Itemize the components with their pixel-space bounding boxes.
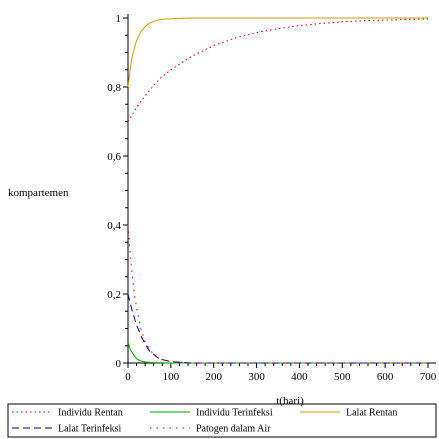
legend-box — [7, 403, 437, 438]
y-axis-title: kompartemen — [8, 187, 69, 199]
x-tick-label: 300 — [248, 371, 265, 383]
y-tick-label: 0,6 — [107, 151, 121, 163]
y-tick-label: 0 — [116, 358, 122, 370]
x-axis-title: t(hari) — [276, 395, 304, 407]
x-tick-label: 400 — [291, 371, 308, 383]
legend: Individu Rentan Individu Terinfeksi Lalat … — [7, 403, 437, 438]
legend-label: Lalat Rentan — [346, 408, 397, 419]
series-line-0 — [127, 18, 429, 122]
series-line-1 — [127, 342, 428, 364]
x-tick-label: 600 — [377, 371, 394, 383]
series-line-2 — [127, 17, 428, 88]
x-tick-label: 500 — [334, 371, 351, 383]
y-axis: 0 0,2 0,4 0,6 0,8 1 — [107, 13, 129, 370]
y-tick-label: 0,4 — [107, 220, 121, 232]
plot-lines — [127, 17, 429, 364]
x-tick-label: 700 — [420, 371, 437, 383]
y-tick-label: 0,2 — [107, 289, 121, 301]
series-line-4 — [127, 224, 428, 364]
legend-label: Individu Terinfeksi — [196, 408, 273, 419]
x-tick-label: 200 — [205, 371, 222, 383]
x-tick-label: 100 — [163, 371, 180, 383]
legend-label: Lalat Terinfeksi — [58, 424, 121, 435]
y-tick-label: 0,8 — [107, 82, 121, 94]
legend-label: Individu Rentan — [58, 408, 123, 419]
series-line-3 — [127, 293, 428, 364]
x-axis: 0 100 200 300 400 500 600 700 — [125, 362, 437, 383]
y-tick-label: 1 — [116, 13, 122, 25]
x-tick-label: 0 — [125, 371, 131, 383]
legend-label: Patogen dalam Air — [196, 424, 271, 435]
